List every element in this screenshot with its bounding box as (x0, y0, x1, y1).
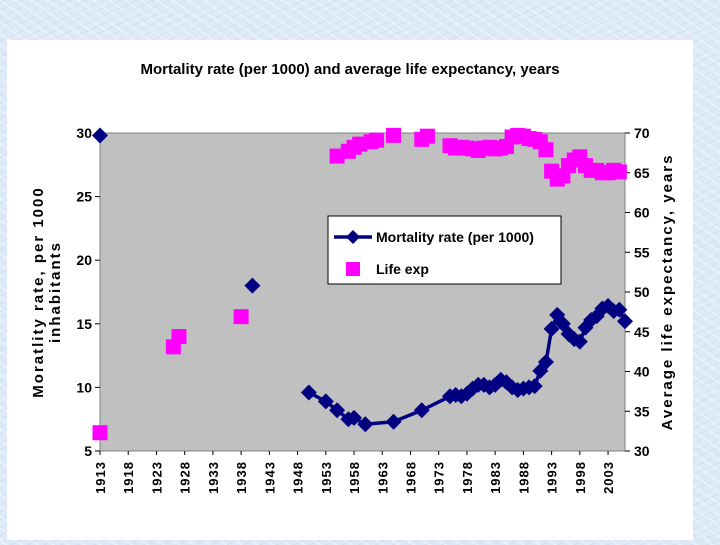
y-right-tick-label: 60 (634, 205, 650, 221)
x-tick-label: 1998 (573, 461, 588, 494)
x-tick-label: 1928 (178, 461, 193, 494)
mortality-rate-point (571, 333, 588, 350)
plot-area (99, 132, 626, 452)
mortality-rate-point (543, 320, 560, 337)
x-tick-label: 1973 (432, 461, 447, 494)
x-tick-label: 1963 (375, 461, 390, 494)
mortality-rate-point (537, 353, 554, 370)
y-axis-right: 30 35 40 45 50 55 60 65 70 (625, 125, 650, 459)
x-tick-label: 1933 (206, 461, 221, 494)
chart-frame: Mortality rate (per 1000) and average li… (7, 40, 693, 540)
y-left-tick-label: 20 (76, 252, 92, 268)
life-exp-point (92, 425, 108, 441)
mortality-rate-point (300, 384, 317, 401)
life-exp-point (352, 136, 368, 152)
y-left-tick-label: 10 (76, 379, 92, 395)
y-right-tick-label: 70 (634, 125, 650, 141)
mortality-rate-point (329, 402, 346, 419)
y-right-tick-label: 45 (634, 324, 650, 340)
mortality-rate-point (346, 409, 363, 426)
life-exp-point (369, 132, 385, 148)
chart-title: Mortality rate (per 1000) and average li… (140, 61, 559, 78)
legend-life-exp-marker (346, 262, 360, 276)
y-axis-left-title-line-2: inhabitants (47, 241, 64, 343)
life-exp-point (329, 148, 345, 164)
mortality-rate-point (244, 277, 261, 294)
x-tick-label: 1918 (121, 461, 136, 494)
x-tick-label: 1958 (347, 461, 362, 494)
y-axis-right-title: Average life expectancy, years (659, 154, 676, 431)
legend-mortality-label: Mortality rate (per 1000) (376, 229, 534, 245)
x-tick-label: 1938 (234, 461, 249, 494)
y-right-tick-label: 55 (634, 244, 650, 260)
mortality-rate-point (617, 313, 633, 330)
x-axis: 1913 1918 1923 1928 1933 1938 1943 1948 1953 1958… (93, 451, 616, 494)
x-tick-label: 1913 (93, 461, 108, 494)
mortality-rate-point (317, 393, 334, 410)
legend: Mortality rate (per 1000) Life exp (327, 215, 562, 285)
life-exp-point (419, 128, 435, 144)
mortality-rate-point (385, 413, 402, 430)
mortality-rate-point (357, 416, 374, 433)
x-tick-label: 1983 (488, 461, 503, 494)
x-tick-label: 1968 (403, 461, 418, 494)
chart: Mortality rate (per 1000) and average li… (30, 61, 676, 494)
x-tick-label: 1988 (516, 461, 531, 494)
life-exp-point (611, 164, 627, 180)
mortality-rate-point (413, 402, 430, 419)
y-left-tick-label: 25 (76, 189, 92, 205)
x-tick-label: 1993 (545, 461, 560, 494)
life-exp-point (538, 142, 554, 158)
y-axis-left-title: Moratlity rate, per 1000 inhabitants (30, 186, 64, 397)
y-left-tick-label: 30 (76, 125, 92, 141)
y-right-tick-label: 30 (634, 443, 650, 459)
x-tick-label: 1943 (262, 461, 277, 494)
life-exp-point (386, 127, 402, 143)
x-tick-label: 2003 (601, 461, 616, 494)
mortality-rate-markers (92, 127, 633, 433)
y-right-tick-label: 35 (634, 403, 650, 419)
mortality-rate-point (504, 379, 521, 396)
y-right-tick-label: 40 (634, 364, 650, 380)
life-exp-markers (92, 127, 627, 441)
mortality-rate-point (92, 127, 108, 144)
y-axis-left-title-line-1: Moratlity rate, per 1000 (30, 186, 47, 397)
mortality-rate-point (611, 301, 628, 318)
y-right-tick-label: 50 (634, 284, 650, 300)
legend-life-exp-label: Life exp (376, 261, 429, 277)
legend-mortality-marker (346, 230, 360, 244)
y-right-tick-label: 65 (634, 165, 650, 181)
life-exp-point (171, 329, 187, 345)
x-tick-label: 1978 (460, 461, 475, 494)
y-left-tick-label: 15 (76, 316, 92, 332)
x-tick-label: 1948 (291, 461, 306, 494)
mortality-rate-point (526, 378, 543, 395)
y-left-tick-label: 5 (84, 443, 92, 459)
legend-box (327, 215, 562, 285)
y-axis-left: 5 10 15 20 25 30 (76, 125, 100, 459)
life-exp-point (233, 309, 249, 325)
x-tick-label: 1923 (149, 461, 164, 494)
x-tick-label: 1953 (319, 461, 334, 494)
